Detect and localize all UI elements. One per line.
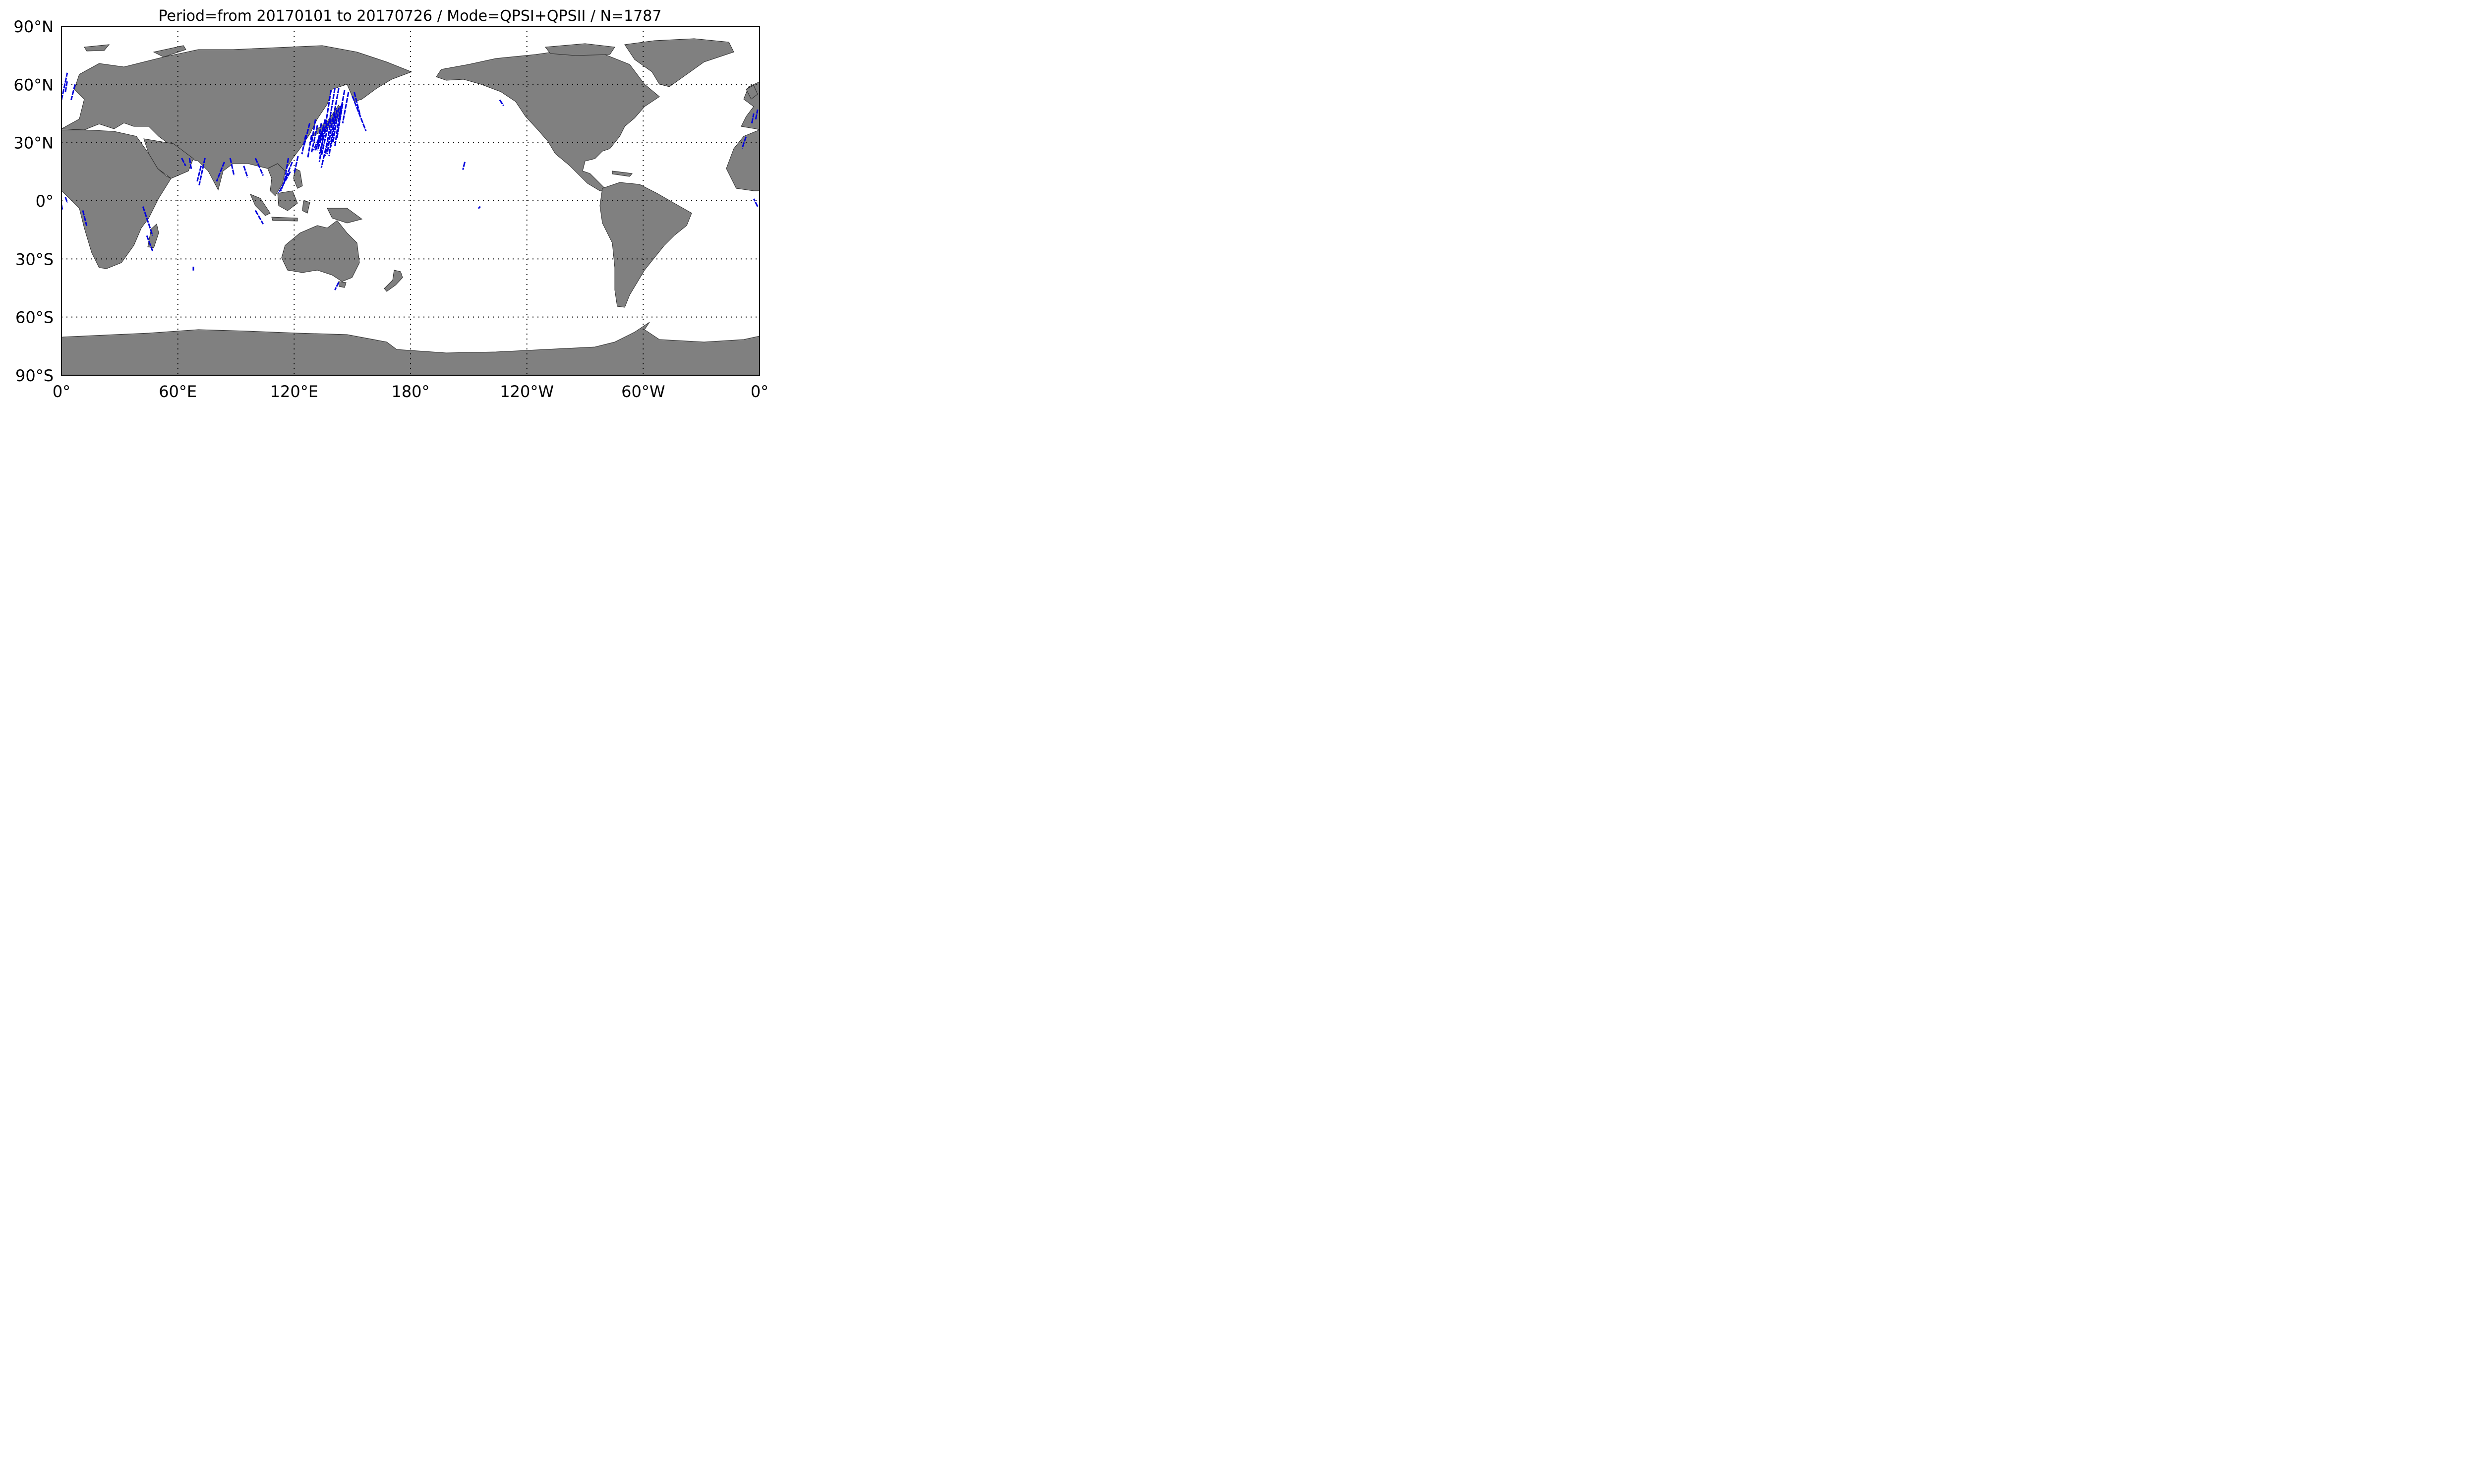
new-zealand (384, 270, 403, 292)
y-tick-label: 90°S (15, 366, 54, 385)
land-masses (61, 38, 760, 375)
satellite-track (301, 134, 307, 155)
satellite-track (142, 206, 154, 236)
australia (281, 220, 360, 282)
y-tick-label: 60°S (15, 308, 54, 327)
satellite-track (64, 80, 68, 93)
satellite-track (753, 198, 759, 207)
novaya-zemlya (153, 45, 186, 57)
figure-title: Period=from 20170101 to 20170726 / Mode=… (159, 7, 662, 25)
satellite-track (330, 109, 338, 147)
sumatra (250, 194, 271, 216)
x-tick-label: 120°W (500, 382, 554, 401)
antarctica (61, 322, 760, 375)
philippines (293, 168, 303, 189)
satellite-track (462, 162, 466, 170)
satellite-track (324, 90, 332, 127)
sulawesi (302, 200, 310, 214)
satellite-track (254, 210, 264, 225)
se-asia-peninsula (267, 163, 286, 196)
satellite-track (751, 113, 755, 123)
satellite-track (741, 136, 747, 149)
satellite-track (326, 117, 334, 155)
north-america (436, 49, 660, 191)
satellite-track (320, 142, 328, 168)
satellite-track (254, 158, 264, 176)
satellite-track (311, 119, 316, 143)
borneo (277, 190, 298, 211)
arctic-islands (545, 43, 615, 56)
cuba (612, 171, 633, 177)
satellite-track (499, 99, 504, 107)
madagascar (147, 224, 159, 248)
satellite-track (318, 119, 326, 143)
satellite-track (334, 282, 340, 290)
satellite-track (316, 126, 326, 151)
satellite-track (293, 156, 299, 174)
eurasia (61, 45, 413, 191)
tasmania (338, 281, 347, 288)
satellite-track (196, 166, 202, 182)
graticule (61, 26, 760, 375)
y-tick-label: 30°N (13, 134, 54, 153)
british-isles (746, 85, 758, 100)
satellite-track (61, 72, 68, 100)
java (271, 217, 298, 222)
y-tick-label: 30°S (15, 250, 54, 269)
satellite-track (284, 158, 290, 182)
satellite-track (318, 136, 324, 163)
satellite-tracks (61, 72, 764, 290)
satellite-track (311, 125, 318, 153)
axis-ticks: 0° 60°E 120°E 180° 120°W 60°W 0° 90°N 60°N 30°N 0°… (13, 17, 768, 401)
satellite-track (181, 158, 186, 167)
satellite-track (243, 166, 248, 178)
x-tick-label: 0° (53, 382, 70, 401)
satellite-track (316, 123, 322, 147)
satellite-track (64, 196, 68, 203)
satellite-track (82, 210, 88, 227)
satellite-track (338, 90, 346, 121)
satellite-track (328, 113, 336, 157)
africa (61, 129, 172, 269)
x-tick-label: 60°W (621, 382, 665, 401)
satellite-track (70, 84, 76, 100)
satellite-track (198, 158, 206, 186)
satellite-track (332, 88, 340, 120)
greenland (624, 38, 734, 87)
y-tick-label: 60°N (13, 75, 54, 94)
satellite-track (762, 197, 764, 208)
satellite-track (320, 121, 330, 157)
satellite-track (229, 158, 235, 176)
satellite-track (354, 92, 361, 116)
satellite-track (188, 158, 192, 170)
satellite-track (477, 206, 481, 209)
new-guinea (327, 208, 363, 224)
map-figure: Period=from 20170101 to 20170726 / Mode=… (0, 0, 773, 407)
x-tick-label: 0° (751, 382, 768, 401)
south-america (599, 182, 692, 308)
west-africa-east-edge (726, 129, 760, 191)
satellite-track (278, 171, 291, 194)
satellite-track (307, 134, 313, 159)
svalbard (84, 44, 110, 52)
map-svg: Period=from 20170101 to 20170726 / Mode=… (13, 7, 768, 401)
satellite-track (334, 106, 342, 147)
map-frame (61, 26, 760, 376)
x-tick-label: 60°E (159, 382, 197, 401)
y-tick-label: 90°N (13, 17, 54, 36)
satellite-track (342, 92, 350, 123)
satellite-track (755, 109, 759, 120)
satellite-track (146, 235, 154, 252)
satellite-track (216, 162, 225, 182)
y-tick-label: 0° (36, 192, 54, 211)
x-tick-label: 180° (391, 382, 429, 401)
x-tick-label: 120°E (270, 382, 318, 401)
